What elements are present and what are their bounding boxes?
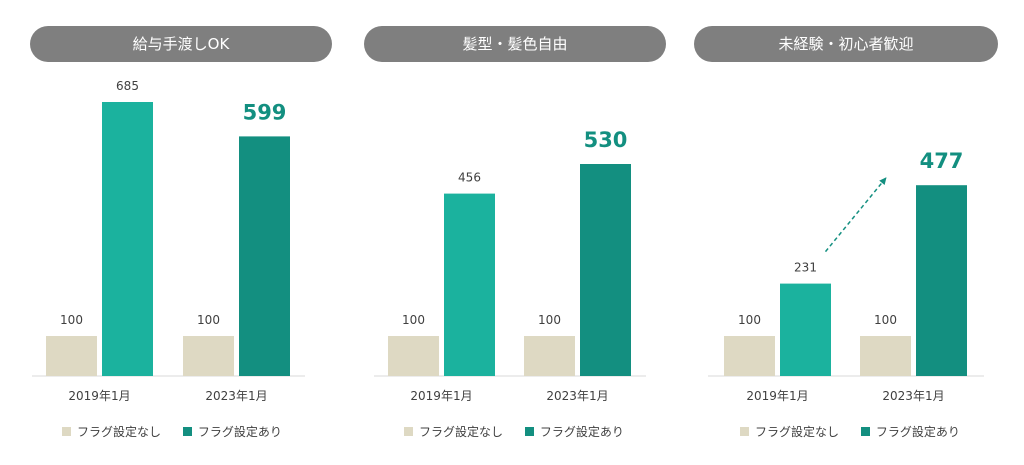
- bar-with-flag-2: [580, 164, 631, 376]
- bar-chart-2: 100 456 2019年1月 100 530 2023年1月: [374, 128, 646, 403]
- value-label: 100: [538, 313, 561, 327]
- highlight-value-label: 530: [584, 128, 628, 152]
- legend-item-without: フラグ設定なし: [62, 423, 161, 440]
- bar-without-flag-2: [860, 336, 911, 376]
- value-label: 100: [197, 313, 220, 327]
- legend-label-without: フラグ設定なし: [419, 425, 504, 439]
- chart-panel-2: 髪型・髪色自由 100 456 2019年1月 100 530 2023年1月 フラグ設定…: [340, 0, 680, 465]
- legend-label-without: フラグ設定なし: [755, 425, 840, 439]
- category-label: 2019年1月: [746, 389, 808, 403]
- value-label: 100: [738, 313, 761, 327]
- category-label: 2019年1月: [68, 389, 130, 403]
- chart-title-pill-3: 未経験・初心者歓迎: [694, 26, 998, 62]
- bar-with-flag-2: [916, 185, 967, 376]
- legend-label-without: フラグ設定なし: [77, 425, 162, 439]
- legend-swatch-with: [182, 427, 192, 436]
- bar-without-flag-1: [388, 336, 439, 376]
- legend-item-with: フラグ設定あり: [860, 423, 960, 440]
- bar-without-flag-1: [46, 336, 97, 376]
- value-label: 231: [794, 261, 817, 275]
- bar-with-flag-2: [239, 136, 290, 376]
- legend-swatch-with: [860, 427, 870, 436]
- legend-swatch-without: [740, 427, 749, 436]
- chart-title-pill-1: 給与手渡しOK: [30, 26, 332, 62]
- legend-3: フラグ設定なし フラグ設定あり: [740, 423, 978, 440]
- bar-chart-3: 100 231 2019年1月 100 477 2023年1月: [708, 149, 984, 403]
- highlight-value-label: 477: [920, 149, 964, 173]
- legend-item-with: フラグ設定あり: [524, 423, 624, 440]
- bar-without-flag-2: [183, 336, 234, 376]
- legend-swatch-without: [404, 427, 413, 436]
- bar-with-flag-1: [780, 283, 831, 376]
- legend-swatch-without: [62, 427, 71, 436]
- category-label: 2019年1月: [410, 389, 472, 403]
- legend-label-with: フラグ設定あり: [539, 425, 624, 439]
- legend-label-with: フラグ設定あり: [197, 425, 282, 439]
- category-label: 2023年1月: [205, 389, 267, 403]
- legend-2: フラグ設定なし フラグ設定あり: [404, 423, 642, 440]
- value-label: 456: [458, 171, 481, 185]
- legend-swatch-with: [524, 427, 534, 436]
- value-label: 100: [874, 313, 897, 327]
- legend-item-without: フラグ設定なし: [740, 423, 839, 440]
- value-label: 685: [116, 79, 139, 93]
- legend-item-with: フラグ設定あり: [182, 423, 282, 440]
- bar-chart-1: 100 685 2019年1月 100 599 2023年1月: [32, 79, 305, 403]
- highlight-value-label: 599: [243, 100, 287, 124]
- chart-title-pill-2: 髪型・髪色自由: [364, 26, 666, 62]
- category-label: 2023年1月: [882, 389, 944, 403]
- legend-label-with: フラグ設定あり: [875, 425, 960, 439]
- trend-arrow-head: [879, 177, 887, 185]
- bar-with-flag-1: [444, 193, 495, 376]
- bar-without-flag-1: [724, 336, 775, 376]
- value-label: 100: [402, 313, 425, 327]
- category-label: 2023年1月: [546, 389, 608, 403]
- bar-with-flag-1: [102, 102, 153, 376]
- chart-panel-1: 給与手渡しOK 100 685 2019年1月 100 599 2023年1月 フラグ設定…: [0, 0, 340, 465]
- value-label: 100: [60, 313, 83, 327]
- trend-arrow-line: [824, 176, 888, 253]
- legend-1: フラグ設定なし フラグ設定あり: [62, 423, 300, 440]
- chart-panel-3: 未経験・初心者歓迎 100 231 2019年1月 100 477 2023年1月 フラグ…: [680, 0, 1020, 465]
- bar-without-flag-2: [524, 336, 575, 376]
- legend-item-without: フラグ設定なし: [404, 423, 503, 440]
